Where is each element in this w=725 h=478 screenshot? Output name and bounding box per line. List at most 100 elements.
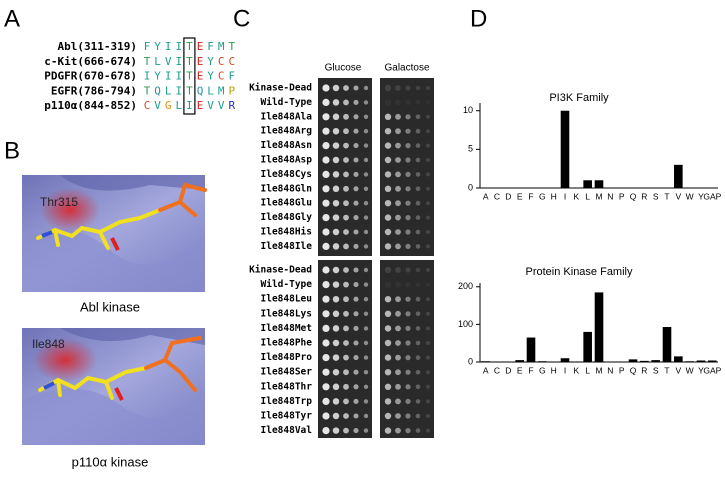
spot <box>415 326 421 331</box>
spot <box>395 325 401 332</box>
spot <box>363 282 369 287</box>
spot <box>363 215 369 220</box>
spot <box>343 157 349 163</box>
spot <box>395 413 401 419</box>
residue: P <box>228 84 235 97</box>
residue: F <box>228 70 235 83</box>
spot <box>343 369 349 376</box>
spot <box>415 186 421 192</box>
x-tick-label: P <box>619 365 625 375</box>
spot <box>415 340 421 346</box>
spot <box>426 100 430 105</box>
spot <box>353 229 359 235</box>
y-tick-label: 200 <box>458 281 473 291</box>
spot <box>384 142 392 149</box>
spot <box>415 100 421 105</box>
spot <box>426 414 430 418</box>
spot <box>415 143 421 148</box>
spot <box>363 186 369 191</box>
spot <box>384 113 392 121</box>
spot <box>322 397 330 405</box>
residue-label: Ile848 <box>32 337 65 351</box>
spot <box>395 185 401 192</box>
spot <box>343 383 349 390</box>
bar <box>526 337 536 362</box>
spot <box>426 399 430 404</box>
x-tick-label: W <box>686 365 694 375</box>
spot <box>395 85 401 91</box>
sequence-label: p110α(844-852) <box>44 99 137 112</box>
spot <box>343 267 349 273</box>
spot <box>322 156 330 164</box>
residue: L <box>175 99 182 112</box>
spot <box>322 242 330 250</box>
spot <box>332 412 340 420</box>
residue: F <box>207 40 214 53</box>
spot <box>353 99 359 105</box>
spot <box>426 158 430 162</box>
spot <box>332 295 340 303</box>
spot <box>395 157 401 163</box>
spot <box>332 398 340 405</box>
x-tick-label: Y <box>698 365 704 375</box>
spot <box>332 142 340 149</box>
spot <box>426 215 430 220</box>
spot <box>353 413 359 419</box>
spot <box>426 370 430 375</box>
spot <box>353 384 359 390</box>
spot <box>322 98 330 106</box>
residue: M <box>218 84 225 97</box>
strain-label: Ile848Lys <box>261 308 312 319</box>
residue: T <box>186 40 193 53</box>
residue: E <box>197 55 204 68</box>
strain-label: Ile848Asn <box>261 140 312 151</box>
spot <box>332 310 340 318</box>
spot <box>405 413 411 419</box>
x-tick-label: V <box>675 365 681 375</box>
spot <box>322 113 330 121</box>
residue: I <box>175 55 182 68</box>
strain-label: Ile848Arg <box>261 126 313 137</box>
spot <box>332 383 340 391</box>
residue: I <box>186 99 193 112</box>
residue: V <box>207 99 214 112</box>
spot <box>322 266 330 274</box>
residue: Y <box>207 70 214 83</box>
spot <box>384 310 392 317</box>
spot <box>415 282 421 287</box>
residue: Y <box>207 55 214 68</box>
x-tick-label: K <box>573 365 579 375</box>
spot <box>322 170 330 178</box>
x-tick-label: W <box>686 191 694 201</box>
residue: L <box>207 84 214 97</box>
bar <box>560 110 570 188</box>
spot <box>415 369 421 375</box>
spot <box>363 340 369 346</box>
spot <box>353 398 359 404</box>
spot <box>363 413 369 419</box>
spot <box>426 297 430 302</box>
x-tick-label: P <box>619 191 625 201</box>
spot <box>332 113 340 121</box>
spot <box>343 310 349 317</box>
spot <box>353 311 359 317</box>
spot <box>405 85 411 91</box>
spot <box>384 243 392 250</box>
spot <box>395 296 401 303</box>
spot <box>405 243 411 249</box>
spot <box>415 215 421 220</box>
spot <box>384 325 392 332</box>
strain-label: Ile848Gln <box>261 183 312 194</box>
spot <box>353 171 359 177</box>
spot <box>322 354 330 362</box>
x-tick-label: I <box>564 191 566 201</box>
spot <box>322 383 330 391</box>
spot <box>332 354 340 361</box>
spot <box>363 355 369 360</box>
residue: G <box>165 99 172 112</box>
bar <box>662 327 672 362</box>
spot <box>405 128 411 134</box>
spot <box>343 85 349 91</box>
medium-label: Glucose <box>325 63 362 74</box>
spot <box>405 311 411 317</box>
